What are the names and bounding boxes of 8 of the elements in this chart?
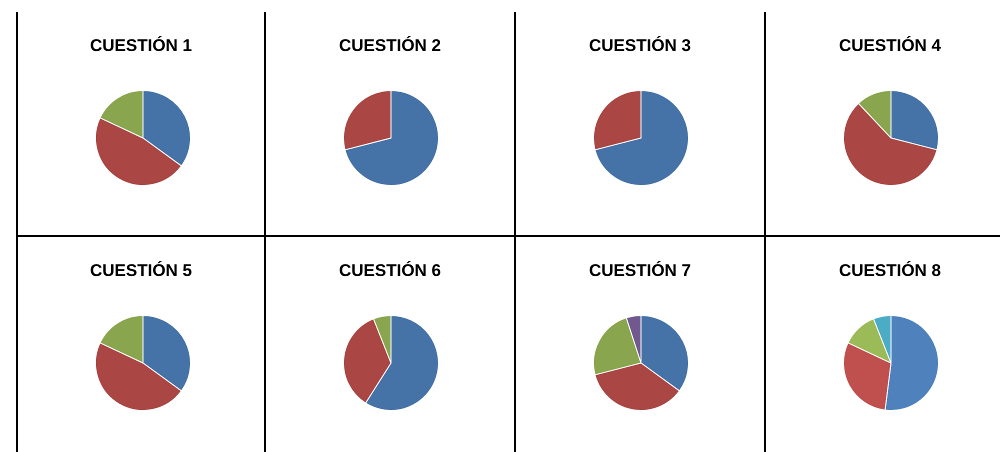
chart-title: CUESTIÓN 3: [588, 36, 692, 56]
chart-title: CUESTIÓN 1: [88, 36, 194, 56]
chart-title: CUESTIÓN 2: [338, 36, 442, 56]
chart-title: CUESTIÓN 4: [838, 36, 942, 56]
chart-title: CUESTIÓN 5: [88, 261, 194, 281]
chart-title: CUESTIÓN 7: [588, 261, 692, 281]
chart-title: CUESTIÓN 6: [338, 261, 442, 281]
chart-title: CUESTIÓN 8: [838, 261, 942, 281]
